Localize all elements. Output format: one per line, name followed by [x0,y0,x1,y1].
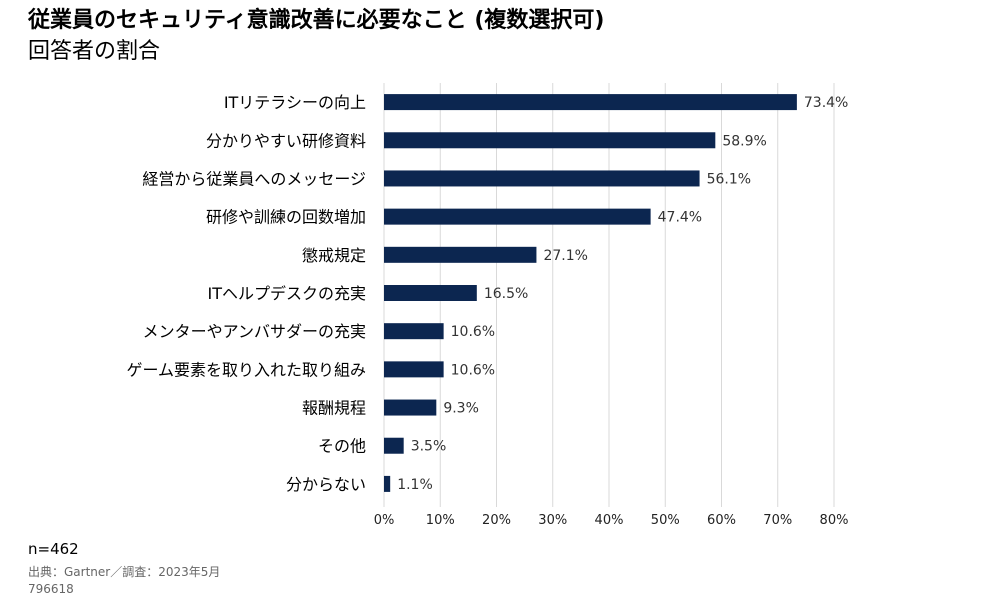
chart-subtitle: 回答者の割合 [28,39,161,64]
bar [384,94,797,111]
bar [384,170,700,187]
x-axis-tick-labels: 0% 10% 20% 30% 40% 50% 60% 70% 80% [374,513,849,528]
value-labels: 73.4% 58.9% 56.1% 47.4% 27.1% 16.5% 10.6% 10.6%… [397,95,848,493]
bar [384,285,477,301]
data-label: 56.1% [707,171,751,187]
data-label: 9.3% [443,401,479,417]
figure-id: 796618 [28,582,74,596]
x-tick-label: 50% [651,513,680,528]
x-tick-label: 70% [763,513,792,528]
data-label: 3.5% [411,439,447,455]
category-label: ITヘルプデスクの充実 [208,284,367,303]
x-tick-label: 30% [538,513,567,528]
x-tick-label: 60% [707,513,736,528]
bars [384,94,797,492]
data-label: 10.6% [451,362,495,378]
x-tick-label: 20% [482,513,511,528]
bar [384,323,444,340]
category-label: ゲーム要素を取り入れた取り組み [126,360,366,379]
source-note: 出典：Gartner／調査：2023年5月 [28,565,221,579]
chart-title: 従業員のセキュリティ意識改善に必要なこと (複数選択可) [28,8,605,33]
bar [384,361,444,378]
x-tick-label: 10% [426,513,455,528]
x-tick-label: 80% [820,513,849,528]
category-label: その他 [318,437,366,456]
category-label: メンターやアンバサダーの充実 [143,322,366,341]
category-label: 報酬規程 [302,399,366,418]
data-label: 16.5% [484,286,528,302]
bar [384,475,391,492]
bar [384,246,537,263]
data-label: 27.1% [543,248,587,264]
category-label: 研修や訓練の回数増加 [206,208,366,227]
data-label: 47.4% [658,210,702,226]
x-tick-label: 40% [595,513,624,528]
category-label: 経営から従業員へのメッセージ [142,169,366,188]
category-label: 懲戒規定 [302,246,366,265]
bar [384,132,716,149]
gridlines [383,83,835,507]
category-label: 分かりやすい研修資料 [206,131,366,150]
category-labels: ITリテラシーの向上分かりやすい研修資料経営から従業員へのメッセージ研修や訓練の… [126,93,366,494]
x-tick-label: 0% [374,513,395,528]
category-label: ITリテラシーの向上 [224,93,366,112]
data-label: 10.6% [451,324,495,340]
data-label: 73.4% [804,95,848,111]
data-label: 58.9% [722,133,766,149]
bar [384,399,437,416]
category-label: 分からない [286,475,366,494]
bar [384,437,404,454]
sample-size: n=462 [28,540,79,558]
bar [384,208,651,225]
data-label: 1.1% [397,477,433,493]
